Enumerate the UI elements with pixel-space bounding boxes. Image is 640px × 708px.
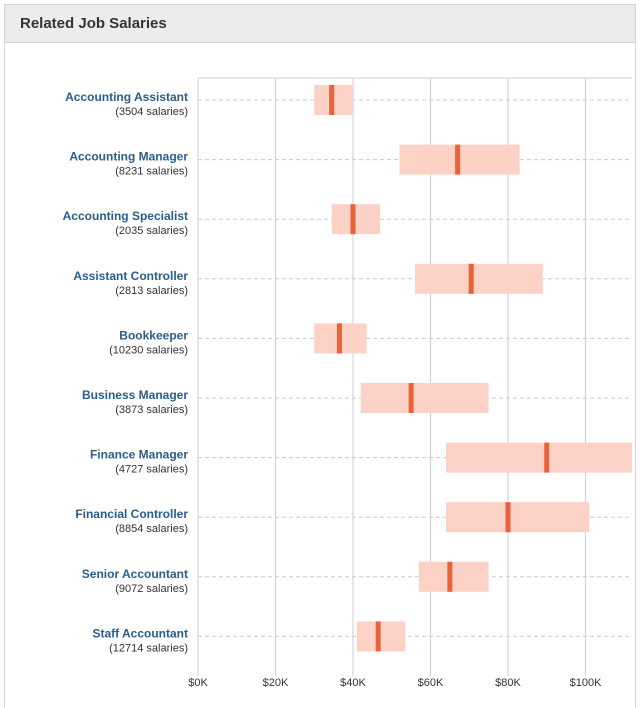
median-salary-marker — [468, 263, 474, 294]
salary-bars — [314, 85, 632, 652]
panel-title: Related Job Salaries — [5, 5, 635, 43]
salary-count-label: (2813 salaries) — [115, 285, 188, 297]
salary-range-bar — [331, 204, 381, 235]
salary-range-bar — [418, 561, 489, 592]
x-tick-label: $40K — [340, 677, 366, 689]
job-title-link[interactable]: Staff Accountant — [92, 626, 188, 640]
salary-range-bar — [446, 442, 632, 473]
salary-count-label: (10230 salaries) — [109, 344, 188, 356]
job-title-link[interactable]: Assistant Controller — [73, 269, 188, 283]
salary-count-label: (2035 salaries) — [115, 225, 188, 237]
job-title-link[interactable]: Accounting Assistant — [65, 90, 188, 104]
median-salary-marker — [455, 144, 461, 175]
job-title-link[interactable]: Finance Manager — [90, 448, 188, 462]
salary-range-bar — [446, 502, 590, 533]
salary-range-bar — [360, 383, 489, 413]
x-tick-label: $20K — [263, 677, 289, 689]
job-title-link[interactable]: Financial Controller — [75, 507, 188, 521]
row-guide-lines — [198, 99, 632, 637]
median-salary-marker — [336, 323, 342, 354]
job-title-link[interactable]: Accounting Manager — [69, 150, 188, 164]
salary-count-label: (8231 salaries) — [115, 166, 188, 178]
job-title-link[interactable]: Business Manager — [82, 388, 188, 402]
salary-count-label: (3504 salaries) — [115, 106, 188, 118]
median-salary-marker — [544, 442, 550, 473]
median-salary-marker — [505, 502, 511, 533]
job-title-link[interactable]: Bookkeeper — [119, 328, 188, 342]
related-job-salaries-panel: Related Job Salaries — [4, 4, 636, 708]
salary-count-label: (12714 salaries) — [109, 642, 188, 654]
job-title-link[interactable]: Senior Accountant — [82, 567, 188, 581]
salary-count-label: (9072 salaries) — [115, 583, 188, 595]
median-salary-marker — [375, 621, 381, 652]
job-title-link[interactable]: Accounting Specialist — [63, 209, 188, 223]
x-tick-label: $100K — [570, 677, 602, 689]
salary-range-bar — [356, 621, 406, 652]
median-salary-marker — [329, 85, 335, 115]
salary-count-label: (3873 salaries) — [115, 404, 188, 416]
salary-range-bar — [415, 263, 543, 294]
median-salary-marker — [447, 561, 453, 592]
x-tick-label: $60K — [418, 677, 444, 689]
salary-count-label: (8854 salaries) — [115, 523, 188, 535]
salary-count-label: (4727 salaries) — [115, 464, 188, 476]
job-labels[interactable]: Accounting Assistant (3504 salaries) Accou… — [63, 90, 189, 654]
x-tick-label: $80K — [495, 677, 521, 689]
x-tick-label: $0K — [188, 677, 208, 689]
median-salary-marker — [408, 383, 414, 413]
median-salary-marker — [350, 204, 356, 235]
x-axis: $0K $20K $40K $60K $80K $100K — [188, 677, 602, 689]
